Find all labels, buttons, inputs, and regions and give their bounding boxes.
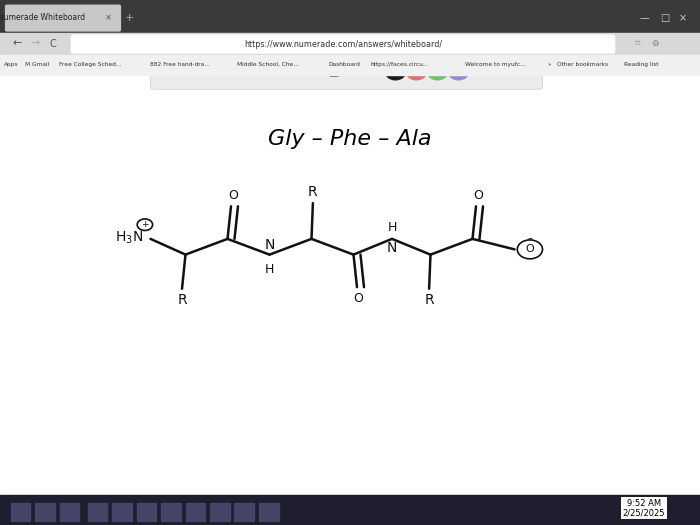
Text: Middle School, Che...: Middle School, Che...	[237, 62, 299, 67]
Text: ↗: ↗	[212, 67, 222, 78]
Text: Free College Sched...: Free College Sched...	[60, 62, 122, 67]
Bar	[112, 503, 132, 521]
Text: 882 Free hand-dra...: 882 Free hand-dra...	[150, 62, 210, 67]
Text: ✂: ✂	[258, 67, 267, 78]
Circle shape	[449, 65, 468, 80]
Text: ↷: ↷	[188, 67, 197, 78]
Text: Other bookmarks: Other bookmarks	[557, 62, 608, 67]
Text: O: O	[228, 190, 238, 202]
Bar	[35, 503, 55, 521]
Text: H$_3$N: H$_3$N	[116, 229, 144, 246]
Bar	[88, 503, 107, 521]
Text: A: A	[308, 67, 315, 78]
Bar	[0, 33, 700, 55]
Text: +: +	[141, 220, 148, 229]
FancyBboxPatch shape	[6, 5, 120, 31]
Bar	[10, 503, 30, 521]
Text: N: N	[387, 242, 397, 256]
Text: https://www.numerade.com/answers/whiteboard/: https://www.numerade.com/answers/whitebo…	[244, 39, 442, 49]
Text: O: O	[526, 244, 534, 255]
Bar	[234, 503, 254, 521]
Text: ×: ×	[678, 13, 687, 23]
Text: »: »	[547, 62, 552, 67]
Bar	[0, 0, 700, 33]
Circle shape	[407, 65, 426, 80]
Text: Numerade Whiteboard: Numerade Whiteboard	[0, 13, 85, 23]
Text: C: C	[49, 38, 56, 49]
FancyBboxPatch shape	[71, 35, 615, 53]
FancyBboxPatch shape	[150, 55, 542, 89]
Text: Welcome to myufc...: Welcome to myufc...	[465, 62, 526, 67]
Text: ↶: ↶	[167, 67, 176, 78]
Bar	[0, 75, 700, 495]
Text: O: O	[473, 190, 483, 202]
Bar	[210, 503, 230, 521]
Text: ←: ←	[13, 38, 22, 49]
Text: O: O	[354, 292, 363, 305]
Text: M Gmail: M Gmail	[25, 62, 50, 67]
Text: ▣: ▣	[329, 67, 340, 78]
Text: –: –	[528, 233, 532, 243]
Bar	[0, 55, 700, 75]
Text: H: H	[387, 221, 397, 234]
Text: ⚙: ⚙	[651, 39, 658, 48]
Bar	[136, 503, 156, 521]
Text: +: +	[125, 13, 134, 23]
Text: H: H	[265, 263, 274, 276]
Bar	[60, 503, 79, 521]
Bar	[161, 503, 181, 521]
Text: https://faces.circu...: https://faces.circu...	[370, 62, 428, 67]
Text: —: —	[639, 13, 649, 23]
Text: Gly – Phe – Ala: Gly – Phe – Ala	[268, 129, 432, 149]
Text: N: N	[265, 238, 274, 252]
Text: ✏: ✏	[233, 67, 243, 78]
Text: R: R	[177, 293, 187, 307]
Circle shape	[386, 65, 405, 80]
Text: R: R	[424, 293, 434, 307]
Text: R: R	[308, 185, 318, 198]
Text: 9:52 AM
2/25/2025: 9:52 AM 2/25/2025	[623, 499, 665, 518]
Text: →: →	[30, 38, 40, 49]
Bar	[259, 503, 279, 521]
Text: Dashboard: Dashboard	[328, 62, 360, 67]
Text: Reading list: Reading list	[624, 62, 658, 67]
Bar	[0, 495, 700, 525]
Text: ☆: ☆	[634, 39, 640, 48]
Text: Apps: Apps	[4, 62, 18, 67]
Text: ⌫: ⌫	[279, 67, 295, 78]
Text: ×: ×	[105, 13, 112, 23]
Circle shape	[428, 65, 447, 80]
Bar	[186, 503, 205, 521]
Text: □: □	[660, 13, 670, 23]
